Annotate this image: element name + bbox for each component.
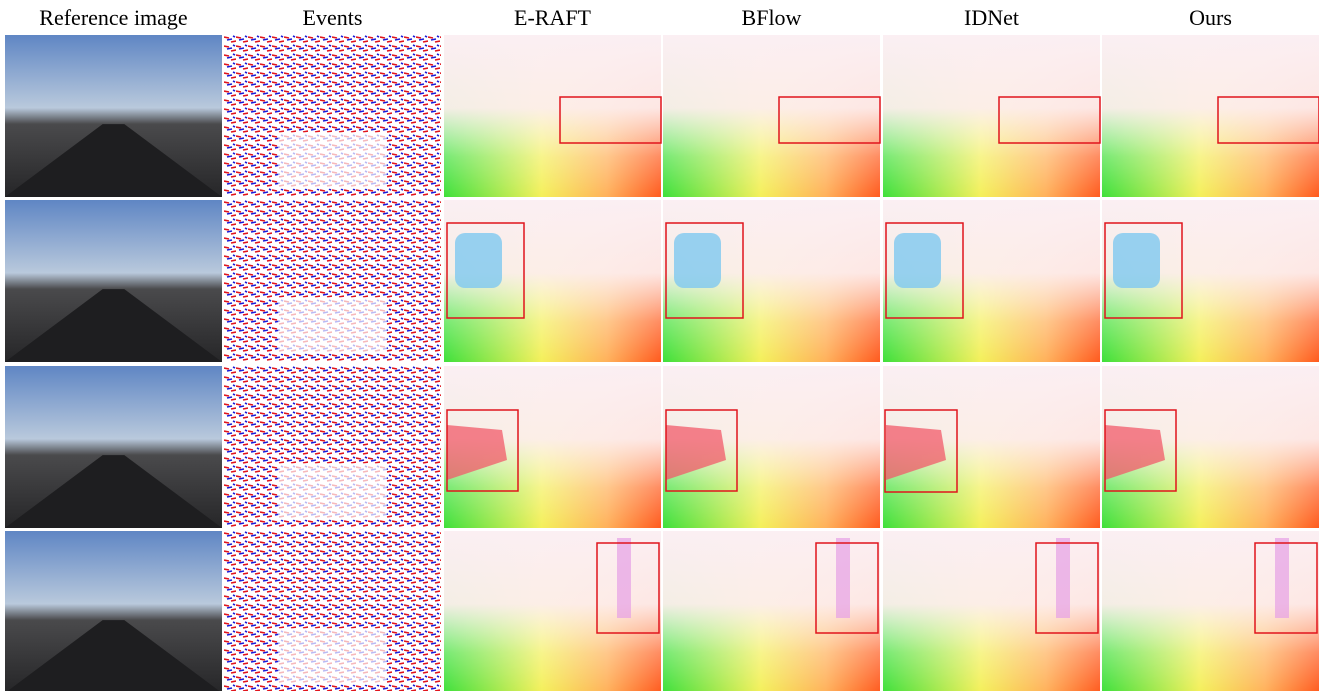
flow-fade <box>883 35 1100 197</box>
flow-object <box>1113 233 1160 288</box>
image-cell <box>1102 366 1319 528</box>
flow-object <box>674 233 721 288</box>
image-cell <box>1102 200 1319 362</box>
flow-object <box>836 538 850 618</box>
image-cell <box>444 531 661 691</box>
image-cell <box>5 200 222 362</box>
image-cell <box>663 200 880 362</box>
image-cell <box>663 35 880 197</box>
image-cell <box>5 35 222 197</box>
flow-object <box>1275 538 1289 618</box>
image-cell <box>5 366 222 528</box>
event-clear <box>278 628 387 685</box>
flow-fade <box>663 35 880 197</box>
image-cell <box>883 200 1100 362</box>
column-header: Reference image <box>39 5 187 30</box>
flow-object <box>1056 538 1070 618</box>
figure: Reference image Events E-RAFT BFlow IDNet Our… <box>0 0 1319 691</box>
event-clear <box>278 463 387 520</box>
image-cell <box>663 366 880 528</box>
image-cell <box>224 531 441 691</box>
column-header: Events <box>303 5 363 30</box>
event-clear <box>278 132 387 189</box>
image-cell <box>224 366 441 528</box>
image-cell <box>444 35 661 197</box>
flow-fade <box>1102 35 1319 197</box>
flow-fade <box>444 35 661 197</box>
image-cell <box>663 531 880 691</box>
image-cell <box>883 35 1100 197</box>
event-clear <box>278 297 387 354</box>
column-header: BFlow <box>742 5 802 30</box>
image-cell <box>5 531 222 691</box>
image-cell <box>883 531 1100 691</box>
image-cell <box>1102 35 1319 197</box>
image-cell <box>444 366 661 528</box>
column-header: IDNet <box>964 5 1019 30</box>
image-cell <box>444 200 661 362</box>
flow-object <box>455 233 502 288</box>
image-cell <box>224 200 441 362</box>
image-cell <box>224 35 441 197</box>
column-header: Ours <box>1189 5 1232 30</box>
image-cell <box>1102 531 1319 691</box>
image-cell <box>883 366 1100 528</box>
flow-object <box>617 538 631 618</box>
column-header: E-RAFT <box>514 5 592 30</box>
flow-object <box>894 233 941 288</box>
